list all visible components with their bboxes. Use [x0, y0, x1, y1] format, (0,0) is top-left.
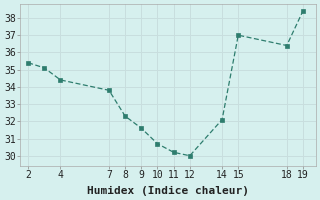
X-axis label: Humidex (Indice chaleur): Humidex (Indice chaleur) — [87, 186, 249, 196]
